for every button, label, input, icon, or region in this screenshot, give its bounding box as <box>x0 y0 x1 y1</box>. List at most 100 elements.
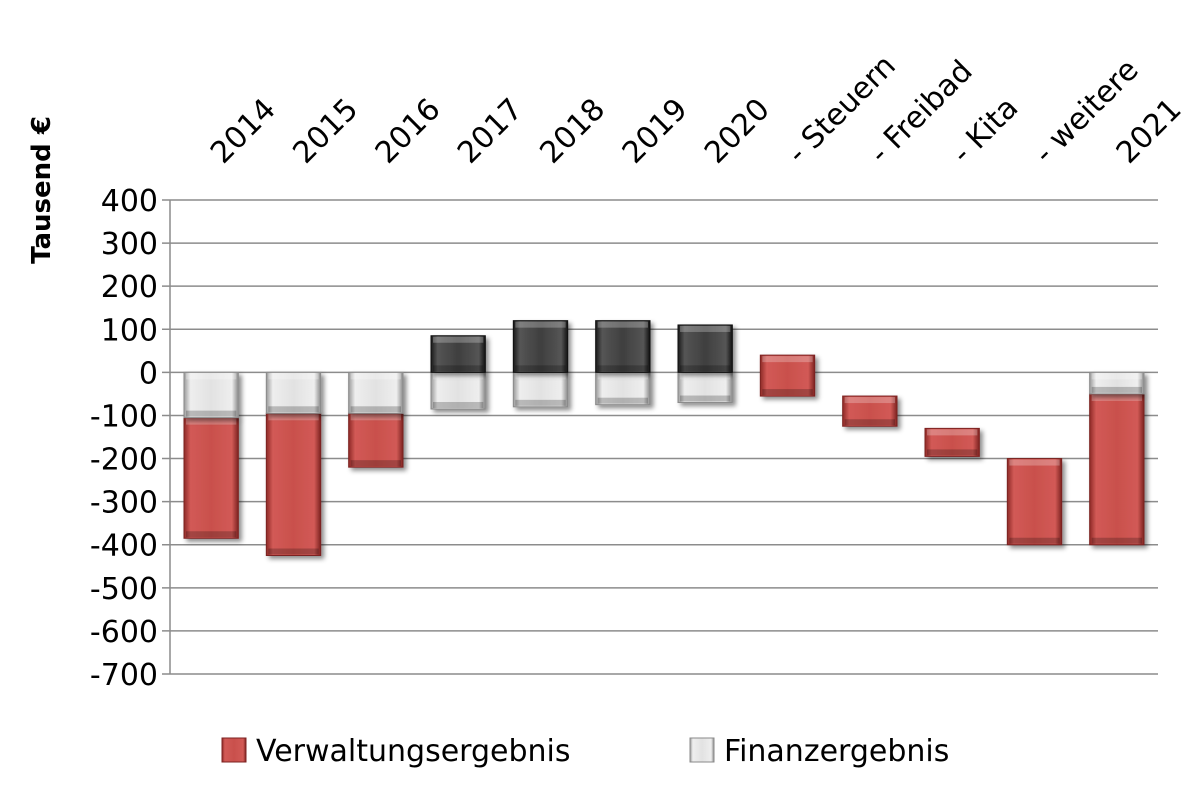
bar-bevel-top <box>432 373 484 380</box>
bar-body <box>759 354 816 397</box>
x-category-label: 2019 <box>616 92 695 171</box>
bar-bevel-bottom <box>432 401 484 408</box>
bar-body <box>430 371 486 410</box>
y-tick-label: 200 <box>101 270 158 305</box>
bar-body <box>1006 458 1063 546</box>
legend-swatch-verwaltungsergebnis <box>221 737 247 763</box>
bar-finanzergebnis-0 <box>183 371 239 419</box>
bar-finanzergebnis-6 <box>677 371 733 404</box>
bar-bevel-top <box>762 356 813 363</box>
y-tick-label: -200 <box>90 443 158 478</box>
bar-bevel-bottom <box>268 406 319 413</box>
bar-bevel-bottom <box>926 449 978 456</box>
y-tick-label: -300 <box>90 486 158 521</box>
bar-bevel-top <box>679 373 731 380</box>
legend-label-finanzergebnis: Finanzergebnis <box>724 734 949 769</box>
bar-bevel-bottom <box>515 365 566 372</box>
x-category-label: 2020 <box>698 92 777 171</box>
bar-verwaltungsergebnis-10 <box>1006 458 1063 546</box>
bar-verwaltungsergebnis-2 <box>348 412 404 468</box>
legend-label-verwaltungsergebnis: Verwaltungsergebnis <box>256 734 571 769</box>
bar-verwaltungsergebnis-7 <box>759 354 816 397</box>
bar-verwaltungsergebnis-9 <box>924 427 980 457</box>
bar-bevel-top <box>515 373 566 380</box>
bar-bevel-bottom <box>679 395 731 402</box>
bar-body <box>430 335 486 373</box>
bar-body <box>183 417 239 539</box>
bar-bevel-top <box>1091 373 1143 380</box>
y-tick-label: -400 <box>90 529 158 564</box>
bar-bevel-bottom <box>185 410 237 417</box>
bar-bevel-bottom <box>679 365 731 372</box>
bar-bevel-top <box>1091 394 1143 401</box>
bar-bevel-top <box>1009 459 1060 466</box>
bar-finanzergebnis-1 <box>265 371 322 414</box>
bar-body <box>1089 393 1145 546</box>
bar-bevel-bottom <box>268 548 319 555</box>
bar-verwaltungsergebnis-11 <box>1089 393 1145 546</box>
bar-verwaltungsergebnis-1 <box>265 412 322 556</box>
bar-body <box>512 371 569 408</box>
x-category-label: 2014 <box>204 92 283 171</box>
bar-body <box>924 427 980 457</box>
bar-bevel-bottom <box>1091 537 1143 544</box>
x-category-label: 2015 <box>286 92 365 171</box>
y-tick-label: 100 <box>101 313 158 348</box>
y-tick-label: -500 <box>90 572 158 607</box>
y-tick-label: 0 <box>139 356 158 391</box>
bar-finanzergebnis-5 <box>595 371 651 406</box>
legend: Verwaltungsergebnis Finanzergebnis <box>221 734 949 769</box>
gridlines <box>162 199 1158 675</box>
bar-bevel-bottom <box>762 389 813 396</box>
bar-bevel-top <box>844 397 896 404</box>
x-category-label: 2018 <box>533 92 612 171</box>
bar-bevel-top <box>350 414 402 421</box>
bar-verwaltungsergebnis-0 <box>183 417 239 539</box>
bar-bevel-bottom <box>1091 386 1143 393</box>
bar-bevel-top <box>185 373 237 380</box>
y-tick-label: -600 <box>90 615 158 650</box>
bar-bevel-top <box>432 336 484 343</box>
bar-body <box>1089 371 1145 395</box>
bar-verwaltungsergebnis-8 <box>842 395 898 427</box>
bar-body <box>265 412 322 556</box>
y-tick-label: 400 <box>101 184 158 219</box>
bar-bevel-top <box>268 414 319 421</box>
x-category-label: 2016 <box>369 92 448 171</box>
bar-body <box>265 371 322 414</box>
bar-result-3 <box>430 335 486 373</box>
x-category-label: 2017 <box>451 92 530 171</box>
bar-bevel-top <box>679 325 731 332</box>
bar-finanzergebnis-4 <box>512 371 569 408</box>
bar-bevel-bottom <box>597 365 649 372</box>
bar-bevel-top <box>926 429 978 436</box>
bar-body <box>677 371 733 404</box>
bar-body <box>348 371 404 414</box>
bar-bevel-bottom <box>432 365 484 372</box>
bar-bevel-top <box>268 373 319 380</box>
legend-item-finanzergebnis: Finanzergebnis <box>689 734 949 769</box>
bar-result-6 <box>677 324 733 373</box>
bar-body <box>842 395 898 427</box>
bar-body <box>595 371 651 406</box>
bar-bevel-bottom <box>1009 537 1060 544</box>
x-category-label: - Kita <box>945 90 1025 170</box>
bar-body <box>348 412 404 468</box>
bar-bevel-bottom <box>350 406 402 413</box>
y-tick-label: -700 <box>90 658 158 693</box>
bar-body <box>677 324 733 373</box>
x-category-label: 2021 <box>1110 92 1189 171</box>
bar-bevel-bottom <box>350 460 402 467</box>
bar-bevel-top <box>597 321 649 328</box>
legend-swatch-finanzergebnis <box>689 737 715 763</box>
bar-bevel-top <box>185 418 237 425</box>
bar-body <box>183 371 239 419</box>
y-tick-label: -100 <box>90 399 158 434</box>
x-axis-category-labels: 2014 2015 2016 2017 2018 2019 2020- Steuern- F… <box>204 48 1188 170</box>
bar-finanzergebnis-3 <box>430 371 486 410</box>
bar-bevel-bottom <box>185 531 237 538</box>
bar-body <box>512 320 569 373</box>
bars <box>183 320 1145 556</box>
bar-bevel-top <box>515 321 566 328</box>
